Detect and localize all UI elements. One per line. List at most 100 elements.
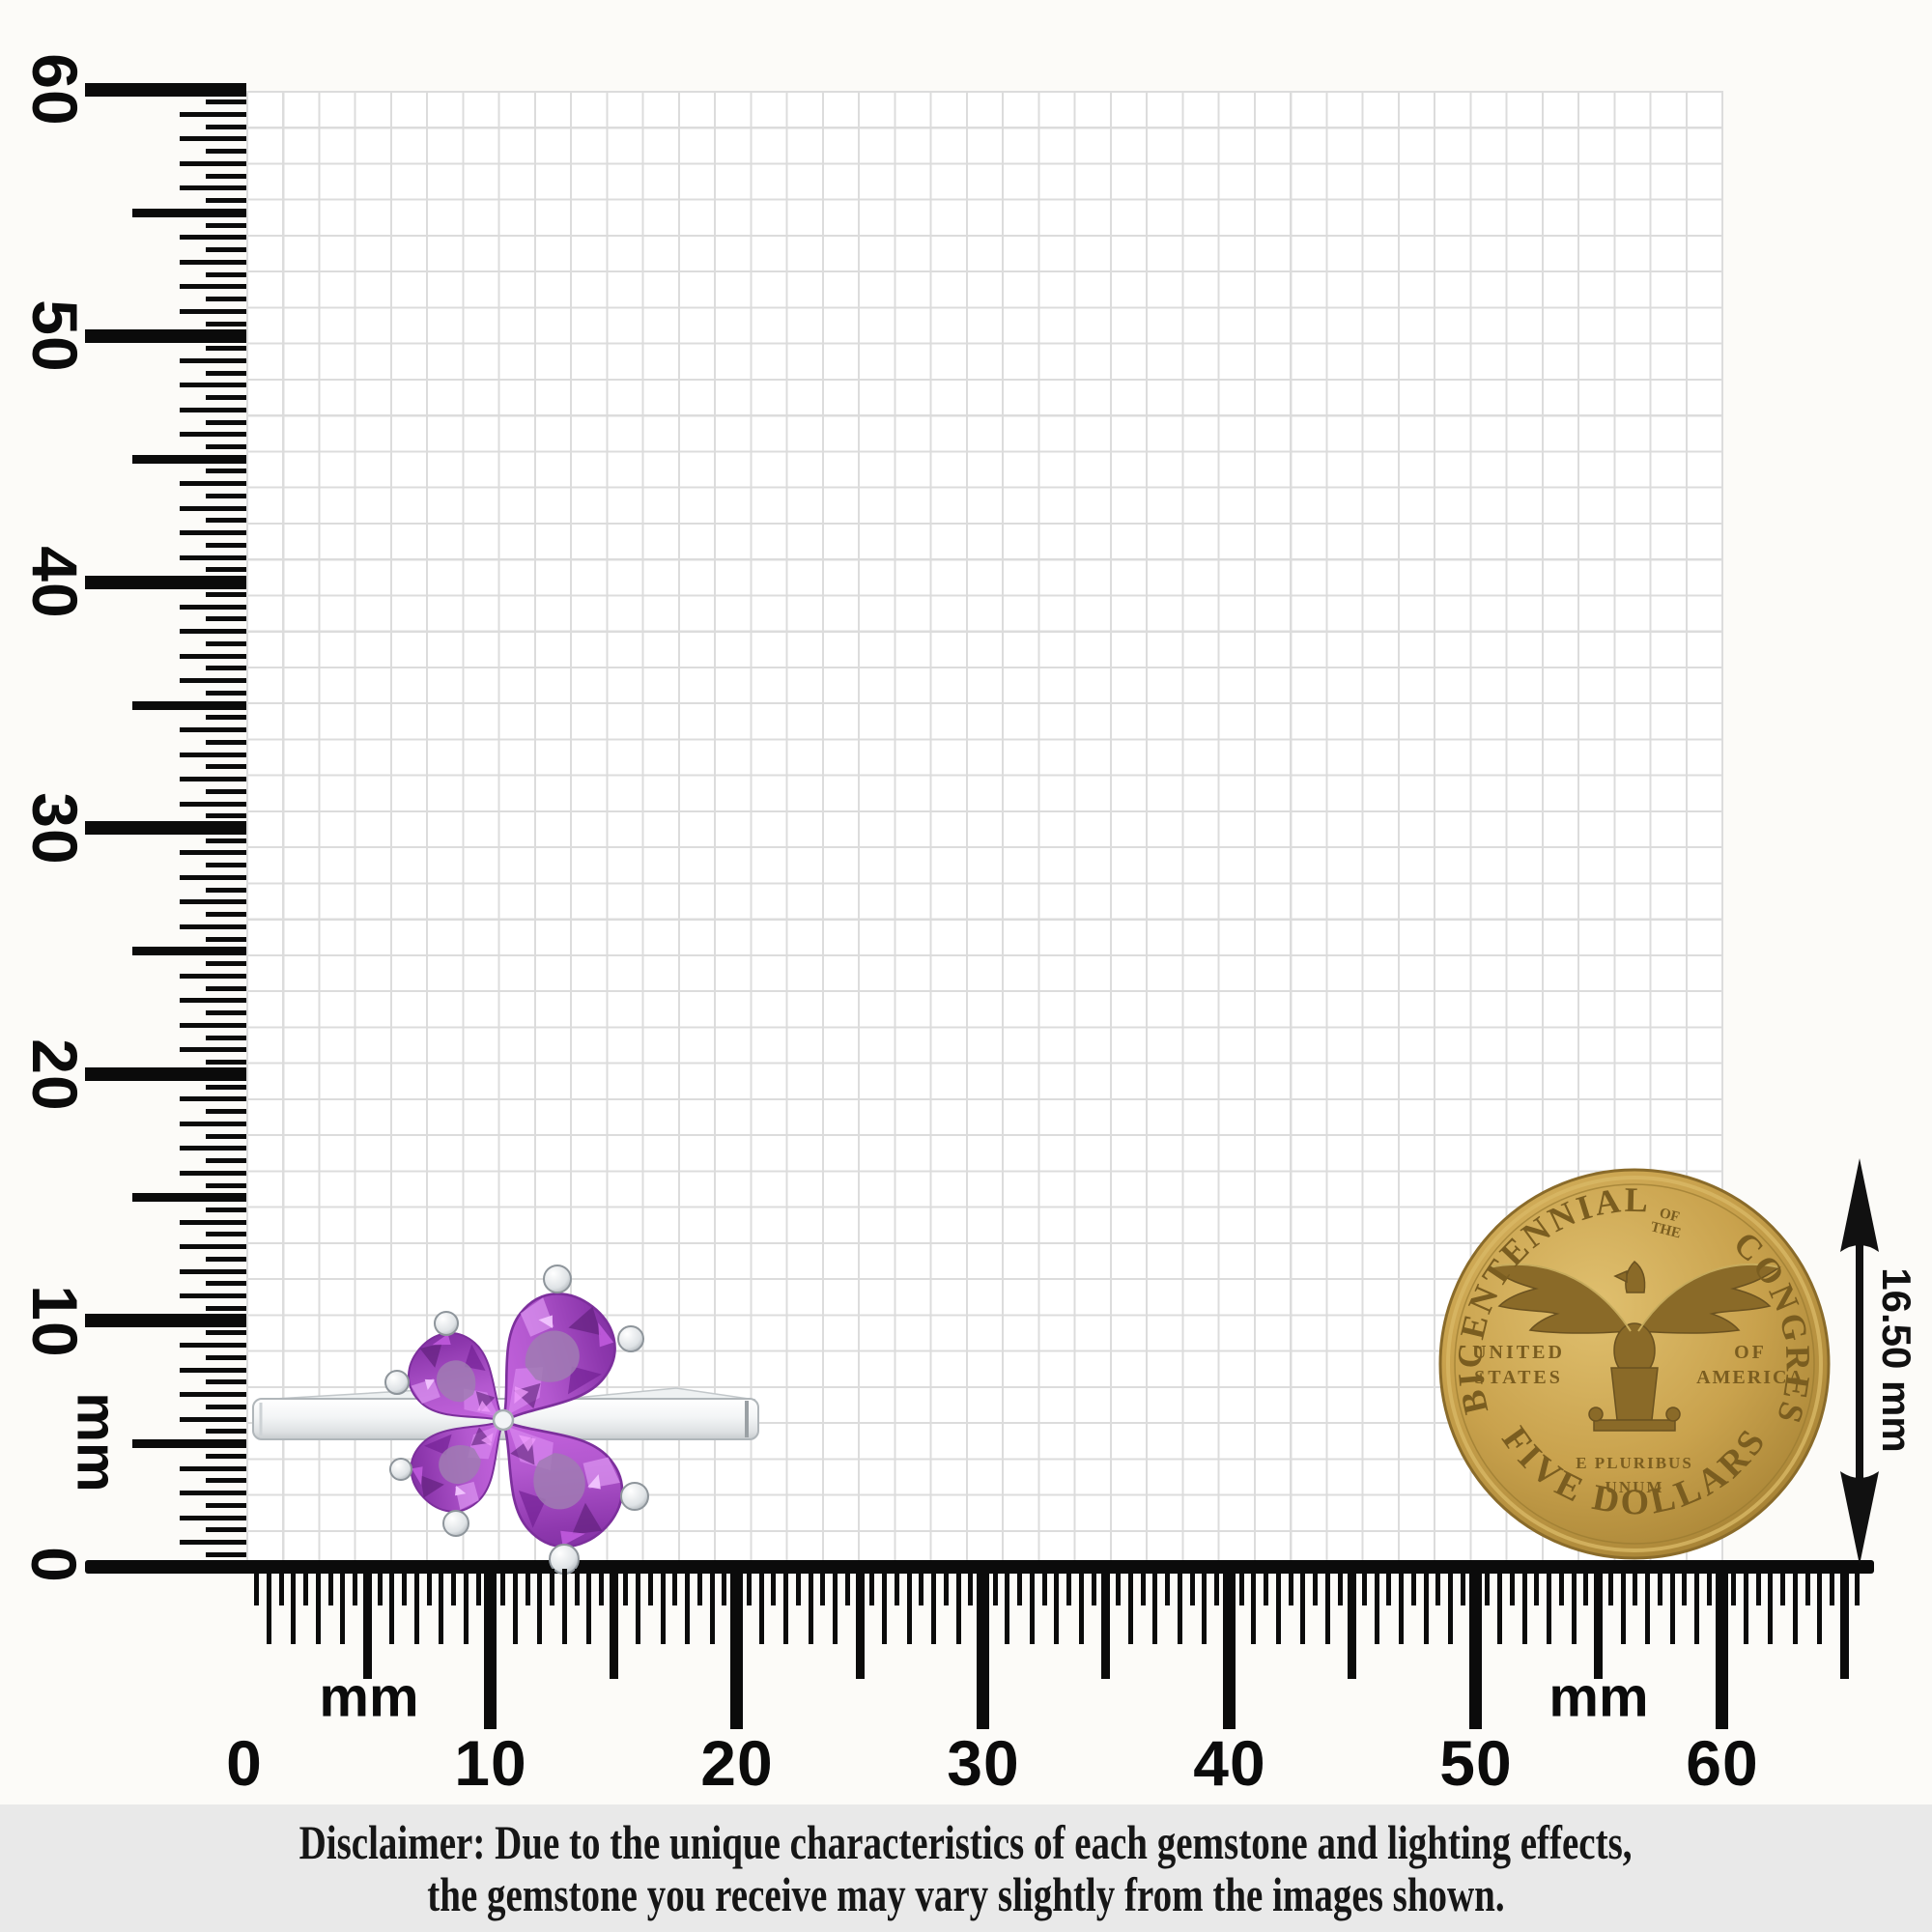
coin-text-america: AMERICA xyxy=(1696,1367,1804,1388)
ruler-tick xyxy=(206,616,246,622)
ruler-tick xyxy=(85,1067,246,1082)
ruler-tick xyxy=(206,961,246,967)
ruler-tick xyxy=(1460,1569,1465,1605)
ruler-tick xyxy=(1091,1569,1096,1605)
ruler-tick xyxy=(180,874,246,880)
ruler-tick xyxy=(1830,1569,1835,1605)
ruler-tick xyxy=(180,998,246,1004)
ruler-tick xyxy=(206,1527,246,1533)
ruler-tick xyxy=(463,1569,469,1644)
ruler-tick xyxy=(180,259,246,265)
ruler-tick xyxy=(206,1158,246,1164)
eagle-wing-highlight-right xyxy=(1637,1263,1780,1332)
ruler-tick xyxy=(484,1569,497,1729)
ruler-tick xyxy=(906,1569,912,1644)
ruler-tick xyxy=(180,752,246,757)
ruler-tick xyxy=(1264,1569,1269,1605)
ruler-tick xyxy=(180,604,246,610)
ruler-tick xyxy=(206,1133,246,1139)
ruler-tick xyxy=(730,1569,744,1729)
ruler-tick xyxy=(327,1569,333,1605)
ruler-tick xyxy=(1633,1569,1638,1605)
ruler-tick xyxy=(1547,1569,1552,1644)
ruler-tick xyxy=(180,1491,246,1496)
ruler-tick xyxy=(1423,1569,1429,1644)
ruler-tick xyxy=(1854,1569,1860,1605)
ruler-tick xyxy=(180,1047,246,1053)
eagle-emblem xyxy=(1488,1261,1781,1432)
ruler-tick xyxy=(685,1569,691,1644)
left-ruler-label-30: 30 xyxy=(19,792,91,866)
ruler-tick xyxy=(1189,1569,1195,1605)
ruler-tick xyxy=(525,1569,530,1605)
ruler-tick xyxy=(206,271,246,277)
ruler-tick xyxy=(672,1569,678,1605)
ruler-tick xyxy=(771,1569,777,1605)
ruler-tick xyxy=(647,1569,653,1605)
ruler-tick xyxy=(206,222,246,228)
ruler-tick xyxy=(1238,1569,1244,1605)
ruler-tick xyxy=(1607,1569,1613,1605)
ruler-tick xyxy=(206,173,246,179)
ruler-tick xyxy=(1743,1569,1748,1644)
ruler-tick xyxy=(1468,1569,1482,1729)
ruler-tick xyxy=(206,1404,246,1409)
ruler-tick xyxy=(206,1305,246,1311)
ruler-tick xyxy=(206,1232,246,1237)
coin-text-united: UNITED xyxy=(1472,1342,1565,1363)
ruler-tick xyxy=(1251,1569,1257,1644)
ruler-tick xyxy=(132,700,246,710)
ruler-tick xyxy=(206,469,246,474)
ruler-tick xyxy=(1768,1569,1774,1644)
ruler-tick xyxy=(340,1569,346,1644)
ruler-tick xyxy=(1214,1569,1220,1605)
ruler-tick xyxy=(206,419,246,425)
ruler-tick xyxy=(85,575,246,589)
ruler-tick xyxy=(1571,1569,1577,1644)
ruler-tick xyxy=(254,1569,260,1605)
ruler-tick xyxy=(1521,1569,1527,1644)
prong-balls xyxy=(384,1264,649,1575)
ruler-tick xyxy=(1177,1569,1182,1644)
ruler-tick xyxy=(180,1121,246,1126)
left-ruler-label-40: 40 xyxy=(19,546,91,619)
ruler-tick xyxy=(206,887,246,893)
ruler-tick xyxy=(1558,1569,1564,1605)
ruler-tick xyxy=(180,235,246,241)
ruler-tick xyxy=(1066,1569,1072,1605)
ruler-tick xyxy=(206,1502,246,1508)
bottom-ruler-label-60: 60 xyxy=(1686,1727,1759,1799)
ruler-tick xyxy=(180,530,246,536)
ruler-tick xyxy=(206,640,246,646)
ruler-tick xyxy=(180,1293,246,1299)
ruler-tick xyxy=(180,1515,246,1520)
ruler-tick xyxy=(1694,1569,1700,1644)
ruler-tick xyxy=(206,813,246,819)
ruler-tick xyxy=(623,1569,629,1605)
ruler-tick xyxy=(85,82,246,97)
ruler-tick xyxy=(1804,1569,1810,1605)
ruler-tick xyxy=(180,1022,246,1028)
ruler-tick xyxy=(206,99,246,105)
left-ruler-label-60: 60 xyxy=(19,53,91,127)
left-ruler-unit: mm xyxy=(65,1392,128,1492)
ruler-tick xyxy=(599,1569,604,1605)
ruler-tick xyxy=(1348,1569,1357,1679)
ruler-tick xyxy=(709,1569,715,1644)
ruler-tick xyxy=(206,1182,246,1188)
ruler-tick xyxy=(1078,1569,1084,1644)
left-ruler-label-10: 10 xyxy=(19,1285,91,1358)
ruler-tick xyxy=(180,653,246,659)
ruler-tick xyxy=(1780,1569,1786,1605)
ruler-tick xyxy=(1054,1569,1060,1644)
ruler-tick xyxy=(992,1569,998,1605)
coin-text-the: THE xyxy=(1649,1219,1683,1241)
ruler-tick xyxy=(180,1416,246,1422)
ruler-tick xyxy=(1669,1569,1675,1644)
coin-rim xyxy=(1446,1176,1823,1552)
ruler-tick xyxy=(180,383,246,388)
left-ruler-label-0: 0 xyxy=(18,1547,90,1583)
ruler-tick xyxy=(1017,1569,1023,1605)
ruler-tick xyxy=(820,1569,826,1605)
ruler-tick xyxy=(85,328,246,343)
